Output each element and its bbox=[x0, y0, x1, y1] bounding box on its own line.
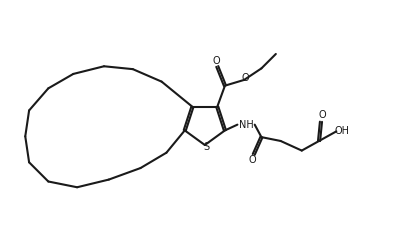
Text: O: O bbox=[248, 155, 256, 165]
Text: O: O bbox=[317, 110, 325, 120]
Text: NH: NH bbox=[238, 120, 253, 130]
Text: O: O bbox=[241, 73, 248, 83]
Text: O: O bbox=[212, 56, 220, 66]
Text: OH: OH bbox=[334, 126, 349, 136]
Text: S: S bbox=[203, 142, 209, 152]
